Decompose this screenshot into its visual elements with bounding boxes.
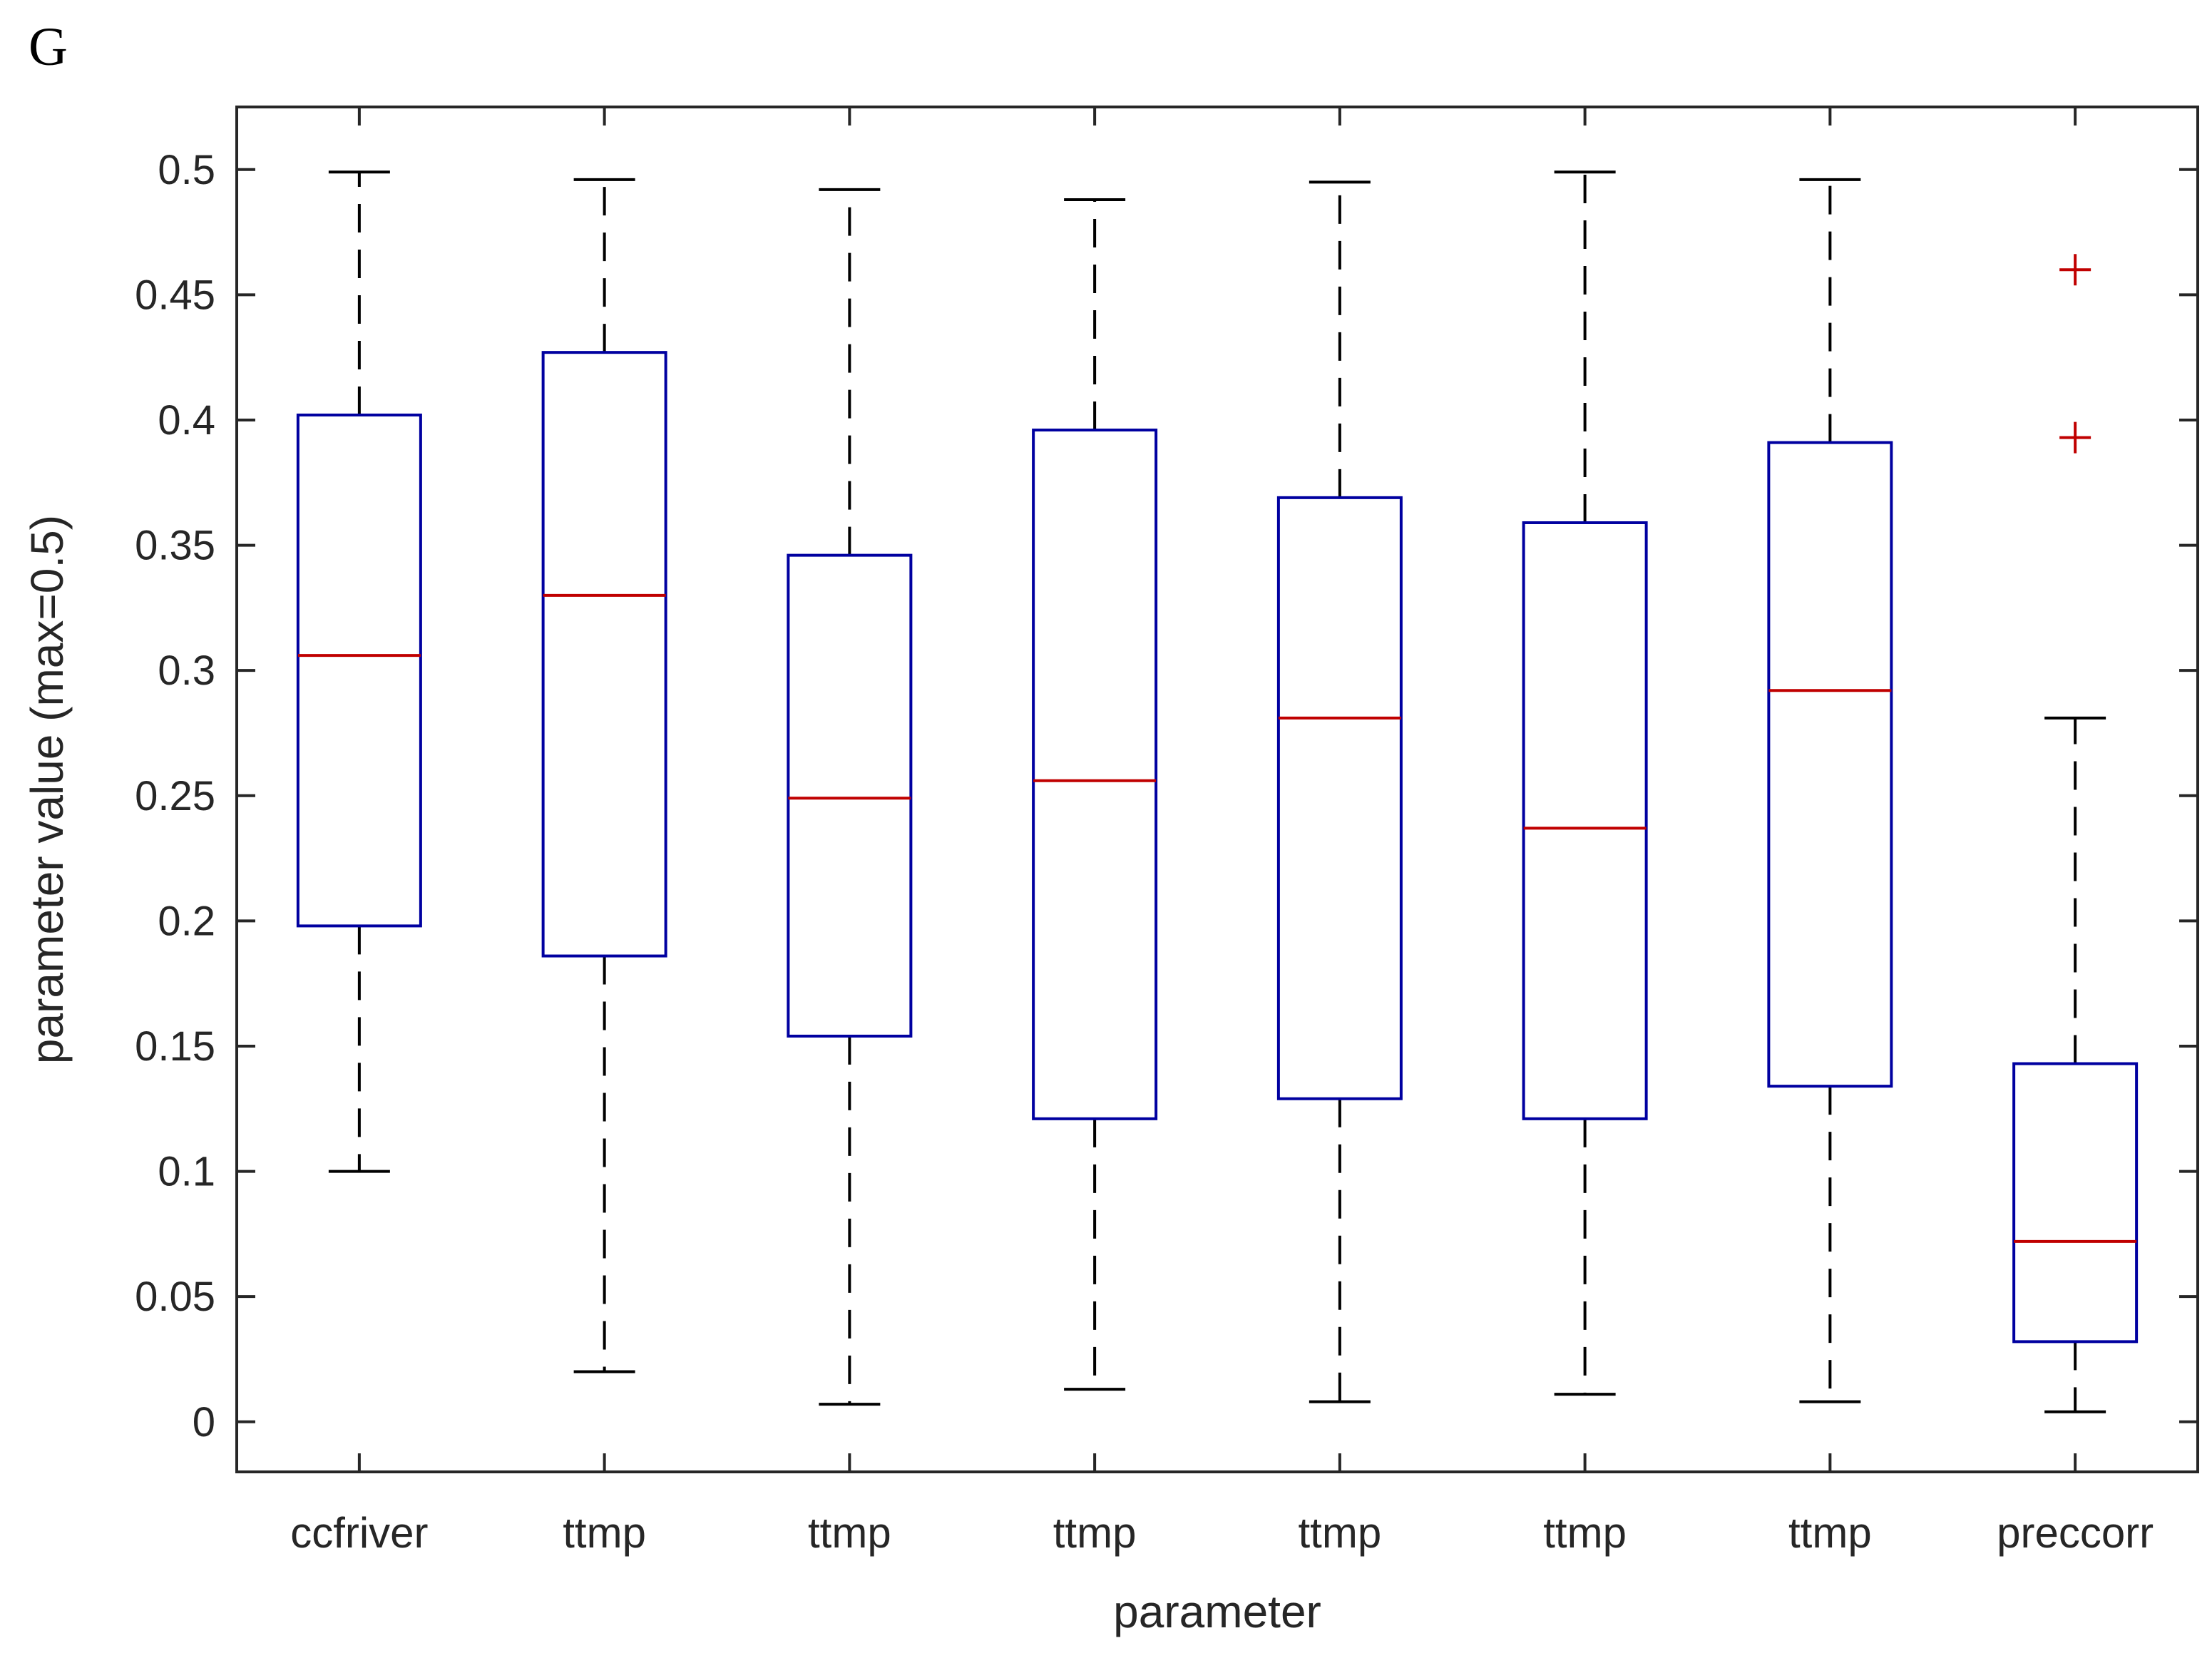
x-tick-label: preccorr xyxy=(1997,1509,2154,1557)
box-group xyxy=(2012,254,2139,1413)
iqr-box xyxy=(1767,441,1893,1088)
iqr-box xyxy=(1522,521,1648,1120)
box-group xyxy=(1032,198,1158,1391)
x-tick-label: ttmp xyxy=(1299,1509,1382,1557)
box-group xyxy=(541,178,667,1373)
iqr-box xyxy=(787,553,913,1038)
x-axis-label: parameter xyxy=(1113,1586,1321,1637)
x-tick-label: ttmp xyxy=(1543,1509,1627,1557)
box-group xyxy=(1276,180,1403,1403)
y-tick-label: 0.2 xyxy=(158,898,215,944)
x-tick-label: ttmp xyxy=(563,1509,646,1557)
iqr-box xyxy=(296,413,422,928)
x-axis-tick-labels: ccfriver ttmp ttmp ttmp ttmp ttmp ttmp preccorr xyxy=(290,107,2154,1557)
box-group xyxy=(1767,178,1893,1403)
iqr-box xyxy=(541,351,667,958)
y-tick-label: 0.15 xyxy=(135,1023,215,1070)
y-tick-label: 0.25 xyxy=(135,773,215,819)
x-tick-label: ttmp xyxy=(1053,1509,1137,1557)
outlier-marker xyxy=(2059,421,2091,454)
box-group xyxy=(296,170,422,1173)
y-tick-label: 0 xyxy=(193,1399,215,1445)
y-tick-label: 0.35 xyxy=(135,523,215,569)
x-tick-label: ttmp xyxy=(808,1509,891,1557)
y-tick-label: 0.4 xyxy=(158,397,215,444)
box-group xyxy=(1522,170,1648,1396)
y-tick-label: 0.05 xyxy=(135,1274,215,1320)
box-group xyxy=(787,188,913,1406)
x-tick-label: ccfriver xyxy=(290,1509,428,1557)
boxes-layer xyxy=(296,170,2139,1413)
iqr-box xyxy=(2012,1062,2139,1344)
iqr-box xyxy=(1032,429,1158,1120)
y-tick-label: 0.45 xyxy=(135,272,215,318)
y-axis-label: parameter value (max=0.5) xyxy=(21,515,73,1064)
y-tick-label: 0.5 xyxy=(158,147,215,193)
outlier-marker xyxy=(2059,254,2091,286)
y-axis-ticks: 0 0.05 0.1 0.15 0.2 0.25 0.3 0.35 0.4 0.45 0.5 xyxy=(135,147,2198,1445)
panel-letter: G xyxy=(29,17,68,77)
iqr-box xyxy=(1276,496,1403,1100)
plot-area-border xyxy=(235,106,2199,1473)
x-tick-label: ttmp xyxy=(1788,1509,1872,1557)
y-tick-label: 0.3 xyxy=(158,648,215,694)
y-tick-label: 0.1 xyxy=(158,1149,215,1195)
axes-frame xyxy=(235,106,2199,1473)
